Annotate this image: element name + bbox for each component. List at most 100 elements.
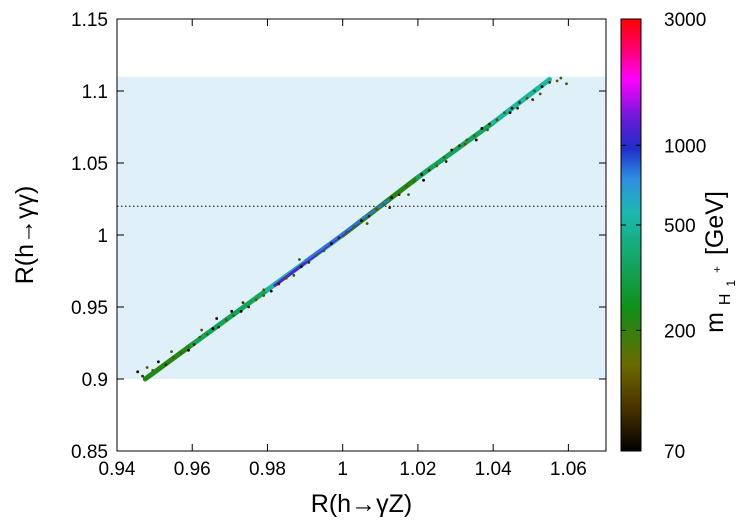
data-point <box>164 363 168 366</box>
x-tick-label: 1.04 <box>475 459 512 480</box>
data-point <box>422 178 425 182</box>
data-point <box>365 222 369 225</box>
y-tick-label: 0.95 <box>71 298 108 319</box>
colorbar-gradient <box>620 18 642 452</box>
data-point <box>565 82 568 86</box>
data-point <box>480 127 484 130</box>
data-point <box>352 224 356 228</box>
data-point <box>487 122 491 126</box>
y-axis-title: R(h→γγ) <box>11 186 39 285</box>
data-point <box>508 111 512 114</box>
data-point <box>540 85 544 89</box>
colorbar-tick-label: 3000 <box>664 10 706 31</box>
data-point <box>151 368 155 372</box>
data-point <box>187 348 190 352</box>
data-point <box>198 335 202 339</box>
y-tick-label: 0.9 <box>82 370 108 391</box>
y-tick-label: 1.15 <box>71 10 108 31</box>
colorbar-title-subsub: 1 <box>724 280 738 287</box>
y-tick-label: 1 <box>97 226 108 247</box>
data-point <box>463 142 467 146</box>
data-point <box>205 332 209 336</box>
x-tick-label: 0.94 <box>99 459 136 480</box>
data-point <box>156 360 160 364</box>
data-point <box>192 343 196 346</box>
data-point <box>548 80 551 84</box>
colorbar-title-sup: + <box>710 266 724 273</box>
data-point <box>420 173 424 176</box>
data-point <box>254 298 258 302</box>
data-point <box>200 328 204 332</box>
data-point <box>533 89 536 93</box>
data-point <box>170 350 173 354</box>
data-point <box>360 219 363 223</box>
y-tick-label: 0.85 <box>71 442 108 463</box>
data-point <box>525 96 529 100</box>
plot-area: 0.94 0.96 0.98 1 1.02 1.04 1.06 0.85 0.9 0.95 1 1.… <box>71 10 607 480</box>
data-point <box>531 98 535 102</box>
data-point <box>388 206 392 210</box>
x-tick-label: 0.96 <box>174 459 211 480</box>
data-point <box>465 138 469 142</box>
data-point <box>307 260 311 264</box>
colorbar-tick-label: 1000 <box>664 136 706 157</box>
x-tick-label: 0.98 <box>249 459 286 480</box>
data-point <box>516 106 520 110</box>
data-point <box>382 203 386 207</box>
colorbar-tick-label: 500 <box>664 216 696 237</box>
data-point <box>457 144 461 148</box>
data-point <box>179 351 183 355</box>
data-point <box>211 327 215 330</box>
data-point <box>559 76 563 80</box>
scatter-points <box>136 76 568 378</box>
data-point <box>472 134 476 138</box>
x-axis-ticks: 0.94 0.96 0.98 1 1.02 1.04 1.06 <box>99 19 587 480</box>
data-point <box>405 184 409 188</box>
data-point <box>442 155 446 159</box>
colorbar-ticks: 3000 1000 500 200 70 <box>621 10 706 463</box>
data-point <box>450 148 454 152</box>
colorbar-tick-label: 70 <box>664 442 685 463</box>
data-point <box>495 118 499 122</box>
data-band <box>142 76 553 382</box>
data-point <box>299 265 303 269</box>
data-point <box>503 111 506 114</box>
band-segment <box>189 287 270 347</box>
data-point <box>298 258 301 261</box>
y-tick-label: 1.1 <box>82 82 108 103</box>
data-point <box>262 288 266 292</box>
data-point <box>292 273 296 277</box>
data-point <box>215 317 219 320</box>
data-point <box>232 314 236 318</box>
data-point <box>375 207 378 211</box>
data-point <box>277 282 281 286</box>
x-tick-label: 1.06 <box>550 459 587 480</box>
data-point <box>510 106 514 110</box>
data-point <box>397 193 401 197</box>
y-tick-label: 1.05 <box>71 154 108 175</box>
data-point <box>269 289 273 293</box>
data-point <box>345 230 348 234</box>
data-point <box>337 236 341 240</box>
data-point <box>518 101 521 104</box>
x-axis-title: R(h→γZ) <box>311 490 412 518</box>
data-point <box>284 276 288 280</box>
data-point <box>555 79 559 83</box>
data-point <box>412 180 416 184</box>
colorbar-title: m H 1 + [GeV] <box>699 191 741 333</box>
data-point <box>141 374 144 378</box>
data-point <box>145 366 149 369</box>
data-point <box>538 92 542 96</box>
data-point <box>407 193 410 197</box>
y-axis-ticks: 0.85 0.9 0.95 1 1.05 1.1 1.15 <box>71 10 606 463</box>
band-core-segment <box>303 199 390 263</box>
data-point <box>136 370 140 374</box>
band-segment <box>142 341 195 382</box>
allowed-band <box>117 76 606 379</box>
colorbar-title-sub: H <box>717 294 734 306</box>
data-point <box>230 309 234 313</box>
data-point <box>330 242 333 246</box>
data-point <box>444 160 448 163</box>
data-point <box>239 309 243 313</box>
x-tick-label: 1 <box>337 459 348 480</box>
